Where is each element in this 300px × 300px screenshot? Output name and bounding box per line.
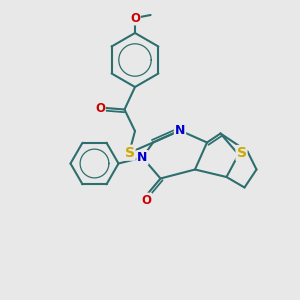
Text: O: O <box>95 101 105 115</box>
Text: N: N <box>175 124 185 137</box>
Text: S: S <box>236 146 247 160</box>
Text: O: O <box>130 11 140 25</box>
Text: O: O <box>141 194 152 207</box>
Text: N: N <box>137 151 148 164</box>
Text: S: S <box>124 146 135 160</box>
